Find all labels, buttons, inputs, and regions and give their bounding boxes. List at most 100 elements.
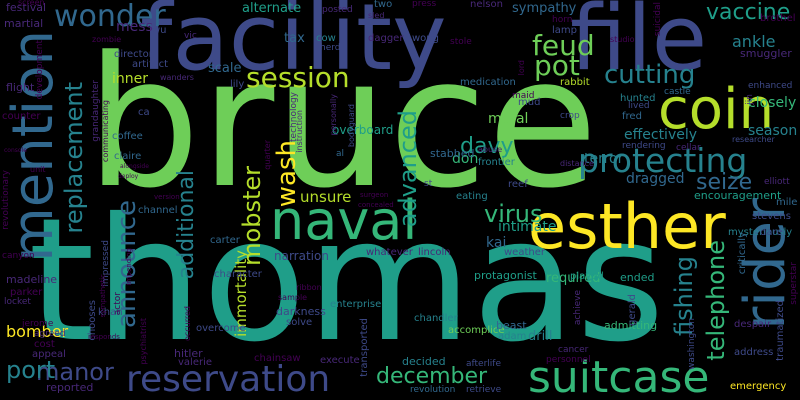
- word-protecting: protecting: [578, 141, 748, 180]
- word-alongside: alongside: [120, 163, 149, 170]
- word-jin: jin: [745, 94, 755, 105]
- word-khan: khan: [98, 307, 123, 318]
- word-retrieve: retrieve: [466, 385, 502, 395]
- word-bomber: bomber: [6, 322, 69, 341]
- word-moral: moral: [488, 111, 529, 127]
- word-overboard: overboard: [332, 123, 394, 137]
- word-parker: parker: [10, 287, 43, 298]
- word-unsure: unsure: [300, 188, 352, 206]
- word-kai: kai: [486, 235, 507, 251]
- word-narration: narration: [274, 249, 329, 263]
- word-admitting: admitting: [604, 319, 658, 332]
- word-chainsaw: chainsaw: [254, 353, 301, 364]
- word-feud: feud: [532, 29, 595, 62]
- word-sympathetic: sympathetic: [99, 274, 107, 318]
- word-closely: closely: [748, 95, 797, 111]
- word-claire: claire: [114, 151, 142, 162]
- word-encouragement: encouragement: [694, 189, 782, 202]
- word-achieve: achieve: [573, 290, 583, 326]
- word-suitcase: suitcase: [528, 352, 710, 400]
- word-hunted: hunted: [620, 93, 656, 104]
- word-decided: decided: [402, 355, 446, 368]
- word-wu: wu: [152, 25, 167, 36]
- word-reported: reported: [46, 381, 94, 394]
- word-herd: herd: [320, 43, 341, 53]
- word-drill: drill: [528, 329, 553, 344]
- word-abuse: abuse: [478, 145, 503, 154]
- word-coffee: coffee: [112, 131, 143, 142]
- word-bruce: bruce: [86, 19, 599, 228]
- word-responds: responds: [88, 333, 120, 341]
- word-mud: mud: [518, 97, 541, 108]
- word-locket: locket: [4, 297, 31, 307]
- word-cellar: cellar: [676, 143, 701, 153]
- word-chandler: chandler: [414, 313, 458, 324]
- word-cow: cow: [316, 33, 336, 44]
- word-personnel: personnel: [546, 355, 591, 365]
- word-version: version: [154, 193, 180, 201]
- word-wong: wong: [412, 33, 439, 44]
- word-festival: festival: [6, 1, 47, 14]
- word-december: december: [376, 364, 488, 389]
- word-afterlife: afterlife: [466, 359, 501, 369]
- word-pot: pot: [534, 49, 580, 82]
- word-facility: facility: [140, 0, 447, 91]
- word-enterprise: enterprise: [330, 299, 382, 310]
- word-concealed: concealed: [358, 201, 394, 209]
- word-advanced: advanced: [394, 110, 422, 228]
- word-maid: maid: [512, 91, 535, 101]
- word-cost: cost: [34, 339, 55, 350]
- word-scale: scale: [208, 61, 242, 76]
- word-psychiatrist: psychiatrist: [139, 318, 148, 365]
- word-cutting: cutting: [604, 60, 696, 90]
- word-occurred: occurred: [183, 306, 192, 342]
- word-beast: beast: [496, 319, 527, 332]
- word-castle: castle: [664, 87, 691, 97]
- word-tax: tax: [284, 31, 305, 46]
- word-intimate: intimate: [498, 219, 557, 235]
- word-fred: fred: [622, 111, 642, 122]
- word-surgeon: surgeon: [360, 191, 389, 199]
- word-valerie: valerie: [178, 357, 213, 368]
- word-medication: medication: [460, 77, 516, 88]
- word-davy: davy: [460, 134, 514, 159]
- word-revolutionary: revolutionary: [1, 170, 11, 230]
- word-suicidal: suicidal: [653, 2, 663, 37]
- word-ca: ca: [138, 107, 150, 118]
- word-rendering: rendering: [622, 141, 666, 151]
- word-lived: lived: [628, 101, 650, 111]
- word-director: director: [114, 49, 153, 60]
- word-thomas: thomas: [28, 182, 665, 380]
- word-accomplice: accomplice: [448, 325, 505, 336]
- word-solve: solve: [286, 317, 313, 328]
- word-quarter: quarter: [263, 140, 272, 170]
- word-ended: ended: [620, 271, 655, 284]
- word-brothel: brothel: [760, 13, 796, 24]
- word-mess: mess: [116, 19, 153, 35]
- word-researcher: researcher: [732, 135, 775, 144]
- word-mysteriously: mysteriously: [728, 227, 793, 238]
- word-horn: horn: [552, 15, 573, 25]
- word-deploy: deploy: [118, 173, 139, 180]
- word-sample: sample: [278, 293, 308, 302]
- word-agreed: agreed: [34, 329, 66, 339]
- word-critically: critically: [737, 232, 748, 275]
- word-dragged: dragged: [626, 171, 685, 187]
- word-character: character: [214, 269, 262, 280]
- word-despair: despair: [734, 319, 772, 330]
- word-port: port: [6, 356, 56, 384]
- word-nelson: nelson: [470, 0, 503, 10]
- word-crop: crop: [560, 111, 580, 121]
- word-screen: screen: [18, 0, 45, 7]
- word-impending: impending: [125, 248, 133, 286]
- word-whatever: whatever: [366, 247, 413, 258]
- word-overcome: overcome: [196, 323, 246, 334]
- word-ankle: ankle: [732, 32, 776, 51]
- word-console: console: [4, 147, 27, 154]
- word-development: development: [35, 40, 45, 100]
- word-emergency: emergency: [730, 381, 787, 392]
- word-address: address: [734, 347, 774, 358]
- word-stevens: stevens: [752, 211, 791, 222]
- word-reservation: reservation: [126, 359, 331, 400]
